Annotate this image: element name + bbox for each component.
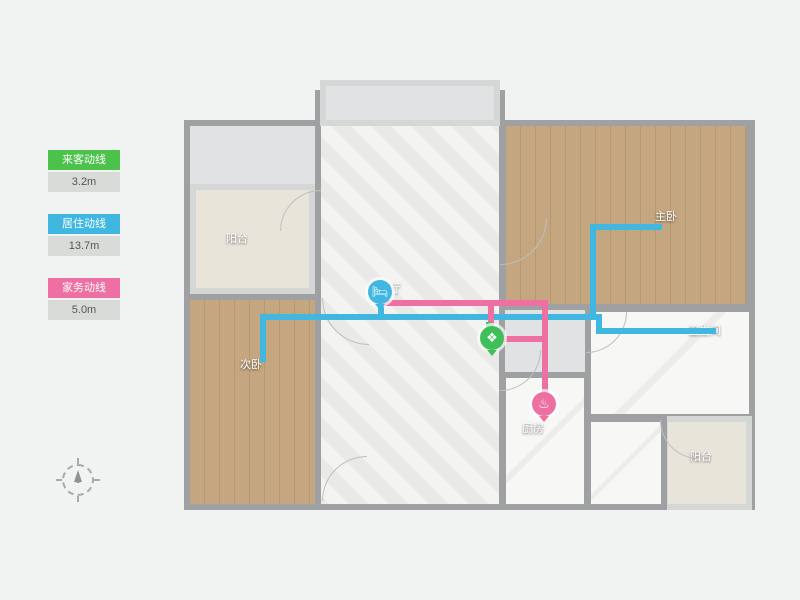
room-master_bed xyxy=(500,120,752,310)
route-living_blue-5 xyxy=(590,224,662,230)
route-living_blue-0 xyxy=(260,314,266,362)
kitchen-node-icon: ♨ xyxy=(532,392,556,416)
route-living_blue-7 xyxy=(596,314,602,334)
label-master_bed: 主卧 xyxy=(655,208,677,224)
room-balcony_top xyxy=(320,80,500,126)
route-living_blue-4 xyxy=(590,224,596,320)
legend-guest-title: 来客动线 xyxy=(48,150,120,170)
legend-guest-value: 3.2m xyxy=(48,172,120,192)
route-chore_pink-1 xyxy=(542,300,548,398)
label-second_bed: 次卧 xyxy=(240,356,262,372)
floorplan: 客餐厅主卧次卧阳台卫生间厨房阳台🛏❖♨ xyxy=(190,90,755,510)
legend-living-title: 居住动线 xyxy=(48,214,120,234)
legend-item-chore: 家务动线 5.0m xyxy=(48,278,120,320)
guest-node-icon: ❖ xyxy=(480,326,504,350)
legend-living-value: 13.7m xyxy=(48,236,120,256)
stage: 来客动线 3.2m 居住动线 13.7m 家务动线 5.0m 客餐厅主卧次卧阳台… xyxy=(0,0,800,600)
legend-chore-title: 家务动线 xyxy=(48,278,120,298)
room-second_bed xyxy=(184,294,321,510)
compass-icon xyxy=(58,460,98,500)
route-chore_pink-0 xyxy=(382,300,548,306)
living-node-icon: 🛏 xyxy=(368,280,392,304)
label-kitchen: 厨房 xyxy=(522,420,544,436)
legend: 来客动线 3.2m 居住动线 13.7m 家务动线 5.0m xyxy=(48,150,120,342)
legend-item-guest: 来客动线 3.2m xyxy=(48,150,120,192)
route-living_blue-6 xyxy=(596,328,716,334)
legend-item-living: 居住动线 13.7m xyxy=(48,214,120,256)
label-balcony_l: 阳台 xyxy=(226,230,248,246)
legend-chore-value: 5.0m xyxy=(48,300,120,320)
route-living_blue-3 xyxy=(500,314,596,320)
room-util xyxy=(585,416,667,510)
